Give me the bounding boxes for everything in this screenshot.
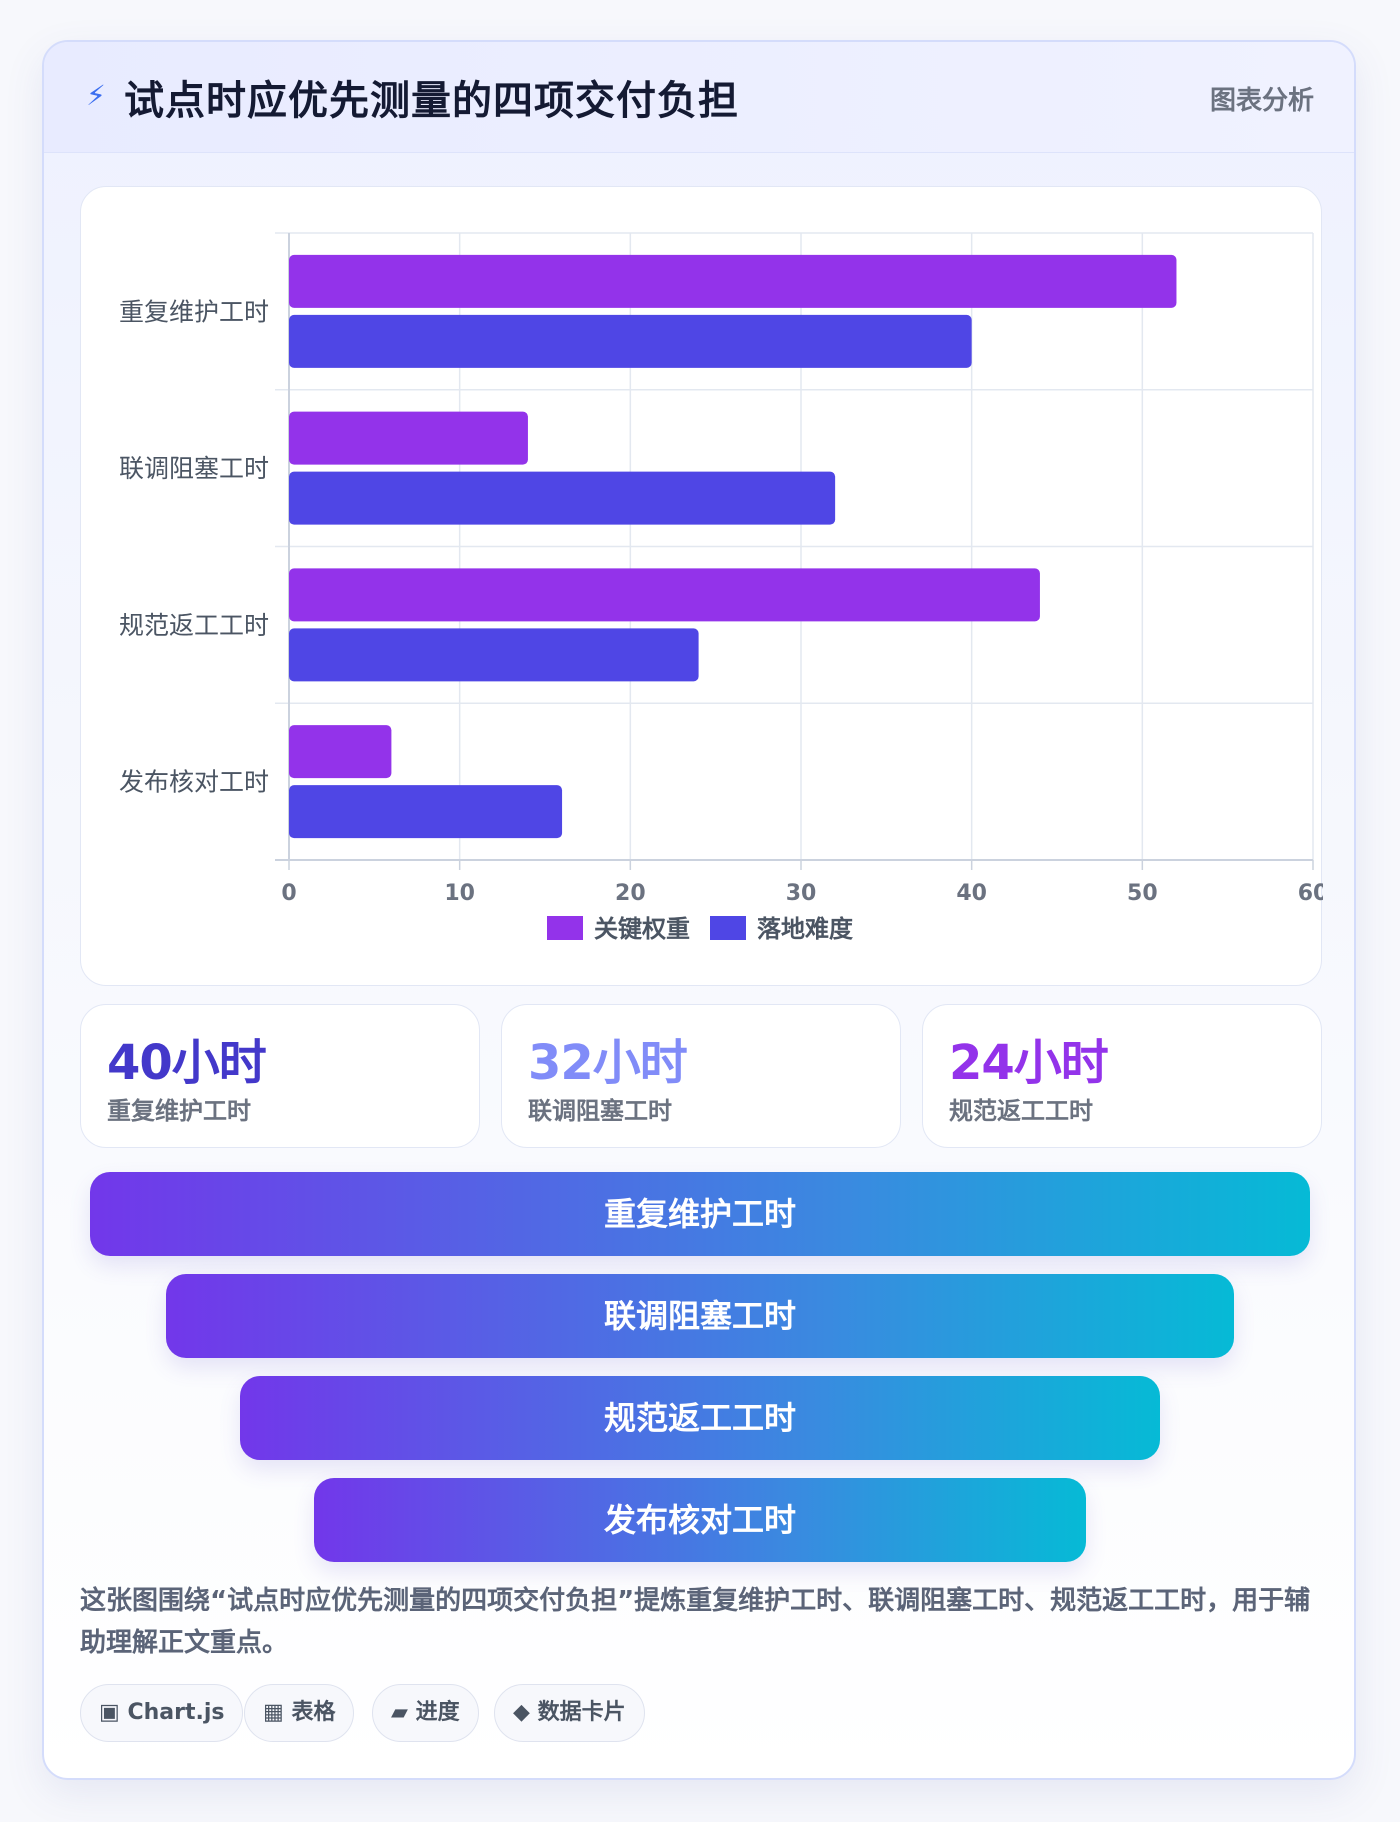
bar <box>289 785 563 839</box>
chart-card: ⚡ 试点时应优先测量的四项交付负担 图表分析 0 10 20 30 40 50 60 重复维护… <box>42 40 1356 1780</box>
bar <box>289 568 1040 622</box>
stat-label: 联调阻塞工时 <box>528 1097 672 1125</box>
category-label: 发布核对工时 <box>119 768 269 797</box>
table-icon: ▦ <box>263 1700 284 1725</box>
legend-swatch <box>710 916 746 940</box>
chip-label: Chart.js <box>127 1700 225 1725</box>
lightning-icon: ⚡ <box>86 79 106 112</box>
category-tag: 图表分析 <box>1209 86 1314 116</box>
stat-label: 规范返工工时 <box>949 1097 1093 1125</box>
category-label: 规范返工工时 <box>119 611 269 640</box>
category-label: 重复维护工时 <box>119 297 269 326</box>
x-tick-label: 40 <box>956 881 987 906</box>
stat-card: 32小时 联调阻塞工时 <box>501 1004 901 1148</box>
diamond-icon: ◆ <box>513 1700 530 1725</box>
chart-description: 这张图围绕“试点时应优先测量的四项交付负担”提炼重复维护工时、联调阻塞工时、规范… <box>80 1586 1311 1658</box>
legend-label: 落地难度 <box>757 915 854 943</box>
bar <box>289 471 836 525</box>
stat-card: 24小时 规范返工工时 <box>922 1004 1322 1148</box>
stat-value: 24小时 <box>949 1035 1109 1091</box>
category-label: 联调阻塞工时 <box>119 454 269 483</box>
page-title: 试点时应优先测量的四项交付负担 <box>124 78 739 124</box>
bar <box>289 411 528 465</box>
x-tick-label: 20 <box>615 881 646 906</box>
funnel: 重复维护工时 联调阻塞工时 规范返工工时 发布核对工时 <box>44 1172 1354 1572</box>
bar <box>289 725 392 779</box>
bar <box>289 314 972 368</box>
progress-icon: ▰ <box>391 1700 408 1725</box>
stat-value: 32小时 <box>528 1035 688 1091</box>
funnel-step: 联调阻塞工时 <box>166 1274 1234 1358</box>
chip-label: 表格 <box>291 1700 336 1725</box>
x-tick-label: 0 <box>281 881 296 906</box>
stat-cards: 40小时 重复维护工时 32小时 联调阻塞工时 24小时 规范返工工时 <box>80 1004 1322 1148</box>
x-tick-label: 10 <box>444 881 475 906</box>
stat-label: 重复维护工时 <box>107 1097 251 1125</box>
stat-value: 40小时 <box>107 1035 267 1091</box>
tag-data-card: ◆ 数据卡片 <box>494 1684 645 1742</box>
bar <box>289 628 699 682</box>
legend-swatch <box>547 916 583 940</box>
tag-table: ▦ 表格 <box>244 1684 355 1742</box>
bar <box>289 254 1177 308</box>
tag-chartjs: ▣ Chart.js <box>80 1684 244 1742</box>
bar-chart: 0 10 20 30 40 50 60 重复维护工时联调阻塞工时规范返工工时发布核对工时关键权… <box>119 232 1323 943</box>
x-tick-label: 30 <box>786 881 817 906</box>
legend-label: 关键权重 <box>594 915 690 943</box>
funnel-step: 发布核对工时 <box>314 1478 1086 1562</box>
chart-icon: ▣ <box>99 1700 120 1725</box>
chip-label: 进度 <box>415 1700 460 1725</box>
x-tick-label: 60 <box>1298 881 1323 906</box>
tag-progress: ▰ 进度 <box>372 1684 479 1742</box>
chip-label: 数据卡片 <box>537 1700 626 1725</box>
stat-card: 40小时 重复维护工时 <box>80 1004 480 1148</box>
funnel-step: 规范返工工时 <box>240 1376 1160 1460</box>
chart-panel: 0 10 20 30 40 50 60 重复维护工时联调阻塞工时规范返工工时发布核对工时关键权… <box>80 186 1323 986</box>
x-tick-label: 50 <box>1127 881 1158 906</box>
funnel-step: 重复维护工时 <box>90 1172 1310 1256</box>
card-header: ⚡ 试点时应优先测量的四项交付负担 图表分析 <box>44 42 1354 153</box>
